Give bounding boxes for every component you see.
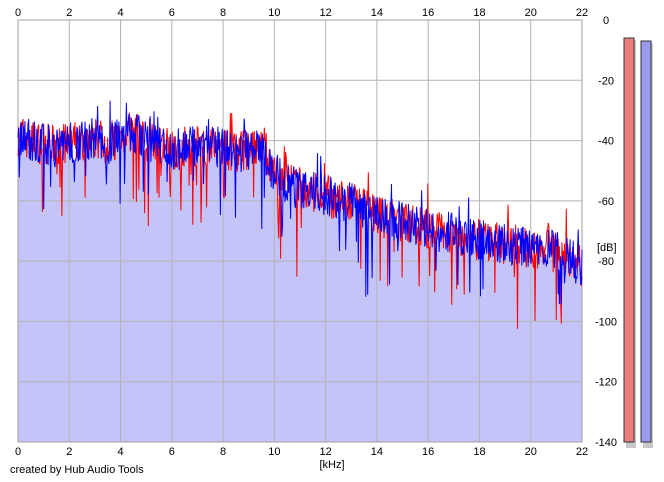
x-tick-bottom-4: 4 — [117, 446, 123, 458]
series-blue-trace — [17, 100, 583, 305]
x-tick-bottom-20: 20 — [525, 446, 537, 458]
y-tick--20: -20 — [598, 75, 614, 87]
x-tick-bottom-18: 18 — [473, 446, 485, 458]
credit-text: created by Hub Audio Tools — [10, 464, 144, 476]
x-tick-top-18: 18 — [473, 7, 485, 19]
x-tick-top-2: 2 — [66, 7, 72, 19]
y-tick--100: -100 — [595, 316, 617, 328]
x-tick-top-12: 12 — [320, 7, 332, 19]
x-tick-bottom-14: 14 — [371, 446, 383, 458]
meter-blue — [640, 40, 652, 443]
x-tick-top-8: 8 — [220, 7, 226, 19]
y-axis-label: [dB] — [597, 242, 617, 254]
x-tick-bottom-10: 10 — [268, 446, 280, 458]
x-tick-bottom-22: 22 — [576, 446, 588, 458]
y-tick-labels: 0 -20 -40 -60 -80 -100 -120 -140 — [595, 15, 617, 449]
level-meters — [623, 37, 653, 448]
x-tick-top-6: 6 — [169, 7, 175, 19]
x-tick-bottom-8: 8 — [220, 446, 226, 458]
x-tick-top-0: 0 — [15, 7, 21, 19]
x-tick-top-22: 22 — [576, 7, 588, 19]
x-tick-top-10: 10 — [268, 7, 280, 19]
x-tick-top-14: 14 — [371, 7, 383, 19]
y-tick--140: -140 — [595, 437, 617, 449]
x-tick-bottom-16: 16 — [422, 446, 434, 458]
x-tick-top-4: 4 — [117, 7, 123, 19]
x-tick-bottom-6: 6 — [169, 446, 175, 458]
y-tick-0: 0 — [603, 15, 609, 27]
x-tick-bottom-12: 12 — [320, 446, 332, 458]
y-tick--40: -40 — [598, 136, 614, 148]
x-tick-bottom-2: 2 — [66, 446, 72, 458]
y-tick--80: -80 — [598, 256, 614, 268]
x-tick-bottom-0: 0 — [15, 446, 21, 458]
trace-layer — [17, 100, 583, 329]
plot-border — [17, 19, 583, 443]
x-tick-top-16: 16 — [422, 7, 434, 19]
series-red-trace — [17, 112, 583, 329]
y-tick--120: -120 — [595, 377, 617, 389]
y-tick--60: -60 — [598, 196, 614, 208]
x-tick-top-20: 20 — [525, 7, 537, 19]
meter-red — [623, 37, 635, 443]
x-axis-label: [kHz] — [319, 459, 344, 471]
